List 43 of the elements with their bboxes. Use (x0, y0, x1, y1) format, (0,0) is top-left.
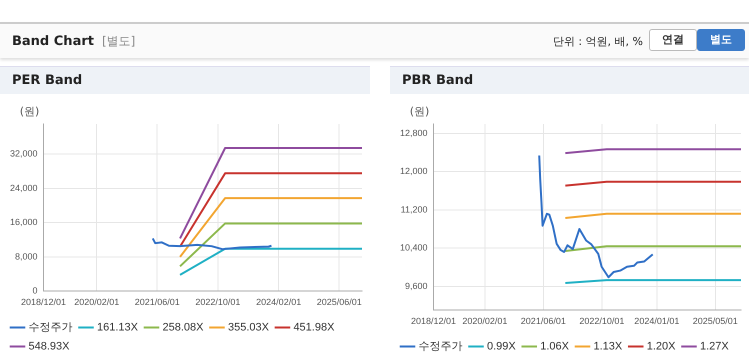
text: Band Chart (12, 34, 94, 49)
x-tick-label: 2018/12/01 (21, 297, 66, 308)
legend-label: 1.06X (540, 340, 570, 353)
text: 별도 (697, 29, 745, 51)
y-axis-title: (원) (410, 104, 430, 118)
y-axis-title: (원) (20, 104, 40, 118)
text: [별도] (102, 34, 136, 48)
text: 단위 : 억원, 배, % (552, 34, 643, 49)
y-tick-label: 9,600 (404, 280, 428, 291)
x-tick-label: 2021/06/01 (520, 316, 566, 326)
chart-title: PER Band (0, 66, 370, 94)
legend-label: 548.93X (28, 340, 70, 353)
y-tick-label: 11,200 (400, 204, 428, 214)
x-tick-label: 2021/06/01 (134, 297, 180, 308)
x-tick-label: 2025/05/01 (692, 316, 738, 326)
legend-label: 1.20X (646, 340, 676, 353)
legend-label: 1.27X (700, 340, 730, 353)
y-tick-label: 8,000 (14, 251, 38, 262)
y-tick-label: 16,000 (10, 217, 38, 228)
legend-label: 수정주가 (418, 340, 462, 353)
legend-label: 258.08X (162, 322, 204, 334)
x-tick-label: 2024/02/01 (256, 297, 302, 308)
y-tick-label: 32,000 (10, 148, 38, 158)
legend-label: 161.13X (97, 322, 139, 334)
x-tick-label: 2025/06/01 (316, 297, 362, 308)
legend-label: 1.13X (593, 340, 623, 353)
legend-label: 355.03X (228, 322, 270, 334)
x-tick-label: 2022/10/01 (195, 297, 240, 308)
x-tick-label: 2020/02/01 (74, 297, 120, 308)
legend-label: 451.98X (293, 322, 336, 334)
x-tick-label: 2020/02/01 (462, 316, 508, 326)
y-tick-label: 12,000 (400, 166, 428, 176)
y-tick-label: 10,400 (400, 242, 428, 253)
x-tick-label: 2022/10/01 (579, 316, 624, 326)
legend-label: 수정주가 (28, 322, 72, 334)
x-tick-label: 2018/12/01 (411, 316, 456, 326)
legend-label: 0.99X (487, 340, 516, 353)
chart-title: PBR Band (390, 66, 749, 94)
y-tick-label: 12,800 (400, 128, 428, 138)
y-tick-label: 24,000 (10, 182, 38, 193)
y-tick-label: 0 (32, 286, 38, 296)
text: 연결 (649, 29, 697, 51)
x-tick-label: 2024/01/01 (634, 316, 680, 326)
